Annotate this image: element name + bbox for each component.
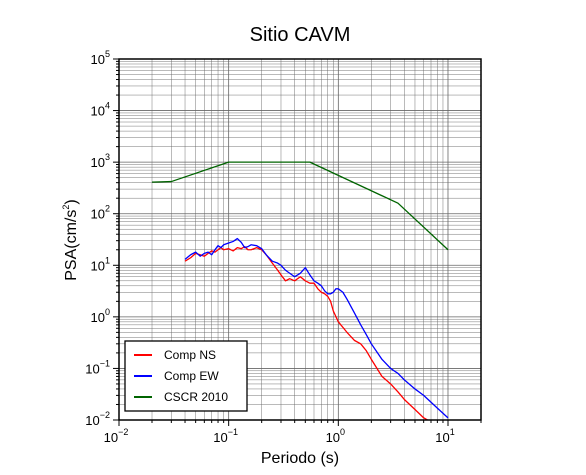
y-axis-label: PSA(cm/s2) (61, 199, 80, 280)
series-line-comp-ew (184, 237, 449, 419)
legend-label: Comp NS (164, 348, 216, 362)
y-tick-label-base: 10 (91, 104, 105, 119)
y-tick-label-base: 10 (91, 52, 105, 67)
y-tick-label-exp: 5 (105, 49, 110, 59)
y-tick-label: 105 (91, 49, 110, 67)
y-tick-label-exp: −2 (100, 410, 110, 420)
x-tick-label-exp: 0 (340, 427, 345, 437)
series-line-comp-ns (184, 245, 428, 420)
y-tick-label: 103 (91, 152, 110, 170)
x-tick-label: 100 (326, 427, 345, 445)
legend-label: Comp EW (164, 369, 219, 383)
x-tick-label: 101 (435, 427, 454, 445)
series-line-cscr-2010 (151, 161, 449, 251)
y-tick-label-base: 10 (85, 413, 99, 428)
x-tick-label-exp: −1 (228, 427, 238, 437)
x-tick-label: 10−2 (104, 427, 129, 445)
legend-label: CSCR 2010 (164, 390, 228, 404)
y-tick-label-base: 10 (91, 155, 105, 170)
y-tick-label-exp: 2 (105, 204, 110, 214)
y-tick-label: 10−2 (85, 410, 110, 428)
y-tick-label: 104 (91, 101, 110, 119)
chart-title: Sitio CAVM (250, 24, 351, 46)
y-tick-label: 102 (91, 204, 110, 222)
axis-ticks (113, 58, 482, 426)
y-axis-label-sup: 2 (61, 205, 71, 210)
y-axis-label-prefix: PSA(cm/s (63, 210, 80, 281)
x-tick-label-base: 10 (213, 430, 227, 445)
y-tick-label-exp: 3 (105, 152, 110, 162)
y-tick-label: 10−1 (85, 358, 110, 376)
plot-frame (118, 58, 482, 421)
y-tick-label: 101 (91, 255, 110, 273)
y-tick-label-base: 10 (91, 258, 105, 273)
x-tick-label-base: 10 (435, 430, 449, 445)
y-tick-label-exp: 0 (105, 307, 110, 317)
x-tick-label-base: 10 (326, 430, 340, 445)
x-tick-label-exp: 1 (450, 427, 455, 437)
x-tick-label: 10−1 (213, 427, 238, 445)
y-tick-label-exp: 1 (105, 255, 110, 265)
x-tick-label-exp: −2 (118, 427, 128, 437)
y-tick-label-base: 10 (85, 361, 99, 376)
y-tick-label-exp: −1 (100, 358, 110, 368)
series-lines (151, 161, 449, 420)
y-axis-label-suffix: ) (63, 199, 80, 204)
x-axis-label: Periodo (s) (261, 450, 339, 467)
y-tick-label-exp: 4 (105, 101, 110, 111)
y-tick-label-base: 10 (91, 207, 105, 222)
legend: Comp NS Comp EW CSCR 2010 (124, 340, 248, 412)
y-tick-label: 100 (91, 307, 110, 325)
x-tick-label-base: 10 (104, 430, 118, 445)
y-tick-label-base: 10 (91, 310, 105, 325)
